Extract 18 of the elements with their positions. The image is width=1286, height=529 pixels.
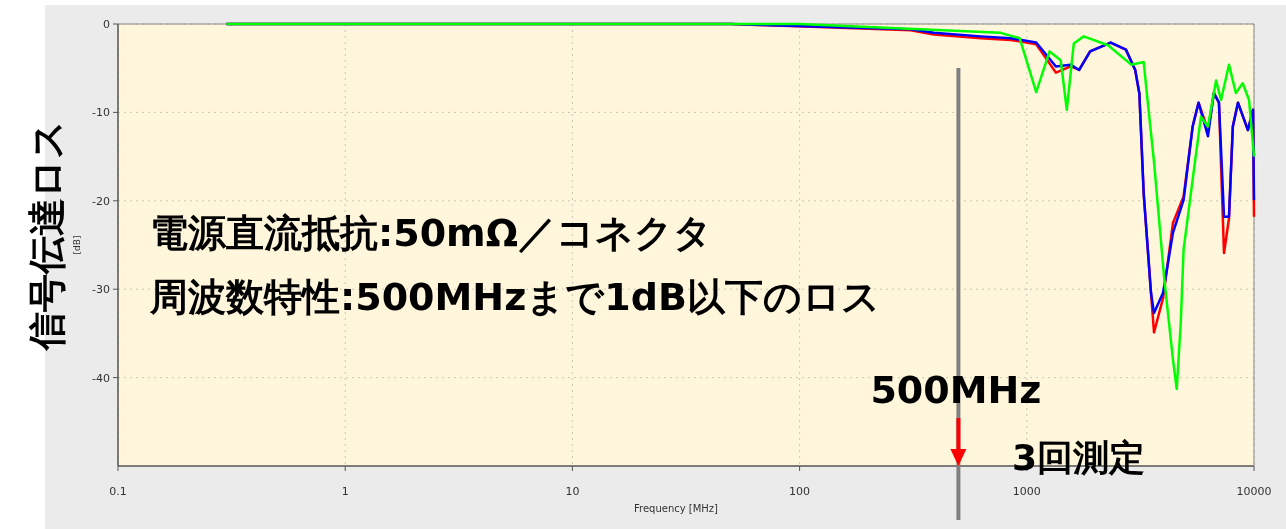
y-tick-label: 0	[103, 18, 110, 31]
x-tick-label: 10	[565, 485, 580, 498]
x-tick-label: 0.1	[109, 485, 127, 498]
y-tick-label: -10	[92, 106, 110, 120]
text: [dB]	[72, 235, 82, 255]
annotation: 3回測定	[1012, 437, 1146, 478]
ref-line-label: 500MHz	[870, 368, 1042, 412]
y-axis-title: 信号伝達ロス	[25, 120, 69, 352]
y-tick-label: -20	[92, 194, 110, 208]
x-axis-title: Frequency [MHz]	[633, 503, 719, 514]
x-tick-label: 10000	[1236, 485, 1272, 498]
y-tick-label: -40	[92, 371, 110, 385]
annotation: 周波数特性:500MHzまで1dB以下のロス	[149, 275, 880, 319]
x-tick-label: 1000	[1012, 485, 1041, 498]
x-tick-label: 100	[789, 485, 811, 498]
y-tick-label: -30	[92, 283, 110, 297]
annotation: 電源直流抵抗:50mΩ／コネクタ	[150, 211, 712, 255]
x-tick-label: 1	[341, 485, 349, 498]
